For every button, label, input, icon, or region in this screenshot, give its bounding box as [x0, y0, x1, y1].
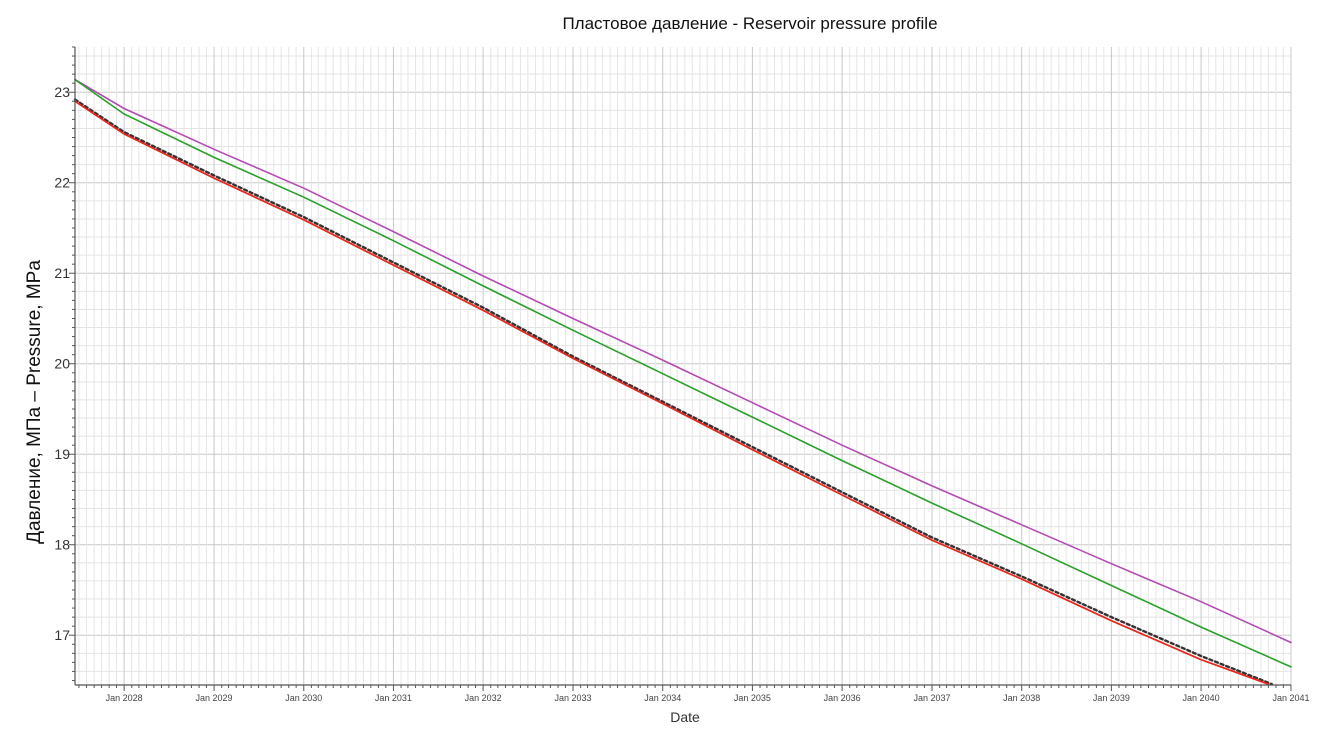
x-tick-label: Jan 2038 — [1003, 693, 1040, 703]
grid-lines — [75, 47, 1292, 685]
x-tick-label: Jan 2030 — [285, 693, 322, 703]
x-tick-label: Jan 2035 — [734, 693, 771, 703]
x-tick-label: Jan 2028 — [106, 693, 143, 703]
x-tick-label: Jan 2040 — [1183, 693, 1220, 703]
x-tick-label: Jan 2039 — [1093, 693, 1130, 703]
x-tick-label: Jan 2031 — [375, 693, 412, 703]
x-tick-label: Jan 2033 — [555, 693, 592, 703]
x-tick-label: Jan 2029 — [196, 693, 233, 703]
chart-title: Пластовое давление - Reservoir pressure … — [562, 14, 938, 33]
x-axis-label: Date — [670, 709, 700, 725]
y-tick-label: 18 — [54, 537, 70, 553]
series-line-2 — [74, 78, 1292, 668]
x-tick-label: Jan 2032 — [465, 693, 502, 703]
series-line-4 — [74, 100, 1270, 685]
y-tick-label: 22 — [54, 175, 70, 191]
x-tick-label: Jan 2037 — [913, 693, 950, 703]
y-tick-label: 20 — [54, 356, 70, 372]
y-tick-label: 23 — [54, 84, 70, 100]
x-ticks: Jan 2028 Jan 2029 Jan 2030 Jan 2031 Jan 2032… — [106, 693, 1310, 703]
axes — [69, 46, 1292, 691]
y-ticks: 17 18 19 20 21 22 23 — [54, 84, 70, 643]
x-tick-label: Jan 2034 — [644, 693, 681, 703]
y-tick-label: 17 — [54, 627, 70, 643]
series-line-3 — [73, 98, 1274, 686]
plot-background — [75, 47, 1291, 685]
y-tick-label: 19 — [54, 446, 70, 462]
series-line-1 — [74, 78, 1292, 644]
x-tick-label: Jan 2041 — [1272, 693, 1309, 703]
x-tick-label: Jan 2036 — [824, 693, 861, 703]
series-group — [73, 78, 1292, 686]
y-tick-label: 21 — [54, 265, 70, 281]
